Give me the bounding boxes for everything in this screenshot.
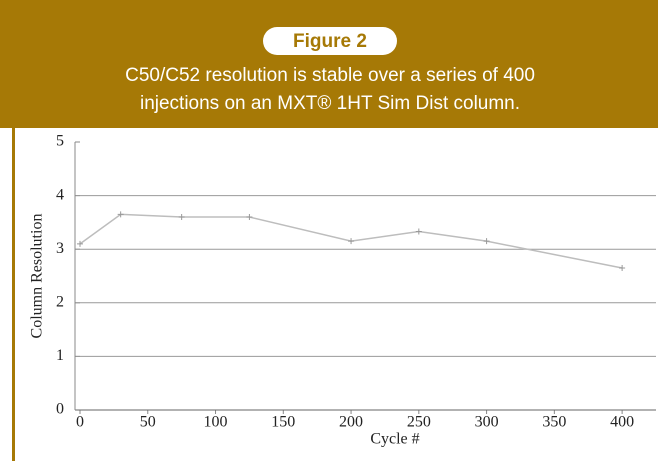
point-marker	[415, 228, 422, 235]
y-tick-label: 3	[56, 240, 64, 257]
x-tick-label: 0	[76, 414, 84, 431]
y-tick-label: 5	[56, 133, 64, 150]
left-border	[12, 128, 15, 461]
x-tick-label: 50	[140, 414, 156, 431]
point-marker	[246, 214, 253, 221]
series-line	[79, 213, 623, 269]
point-marker	[619, 264, 626, 271]
title-pill	[263, 27, 397, 55]
point-marker	[178, 214, 185, 221]
y-tick-label: 0	[56, 401, 64, 418]
header-band	[0, 0, 658, 128]
point-marker	[117, 211, 124, 218]
subtitle: injections on an MXT® 1HT Sim Dist colum…	[140, 93, 520, 114]
x-tick-label: 400	[610, 414, 634, 431]
y-axis-label: Column Resolution	[29, 214, 46, 339]
y-tick-label: 4	[56, 186, 64, 203]
x-tick-label: 100	[204, 414, 228, 431]
x-tick-label: 300	[475, 414, 499, 431]
chart-title: Figure 2	[293, 31, 367, 52]
x-tick-label: 250	[407, 414, 431, 431]
x-tick-label: 150	[271, 414, 295, 431]
y-tick-label: 2	[56, 293, 64, 310]
x-tick-label: 200	[339, 414, 363, 431]
x-tick-label: 350	[542, 414, 566, 431]
y-tick-label: 1	[56, 347, 64, 364]
point-marker	[77, 240, 83, 247]
point-marker	[348, 238, 355, 245]
point-marker	[483, 238, 490, 245]
x-axis-label: Cycle #	[370, 431, 419, 448]
subtitle: C50/C52 resolution is stable over a seri…	[125, 65, 535, 86]
